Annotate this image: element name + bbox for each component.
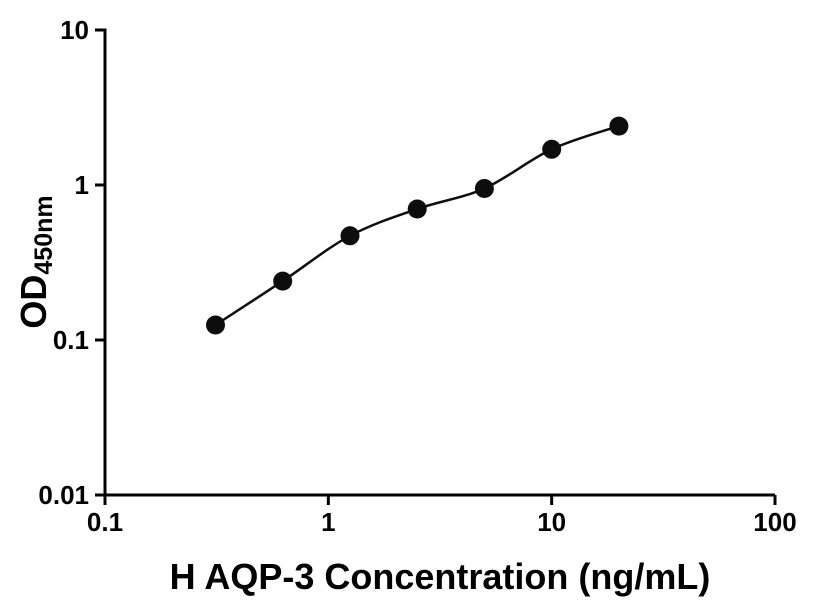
x-tick-label: 0.1	[87, 507, 123, 537]
x-tick-label: 10	[537, 507, 566, 537]
data-point	[542, 139, 562, 159]
y-tick-label: 0.1	[53, 325, 89, 355]
axis-spines	[103, 28, 775, 497]
y-axis-title-text: OD	[13, 274, 54, 329]
y-tick-label: 10	[60, 15, 89, 45]
y-axis-title-subscript: 450nm	[30, 195, 58, 275]
y-tick-label: 0.01	[38, 480, 89, 510]
data-point	[206, 315, 225, 335]
y-tick-label: 1	[75, 170, 89, 200]
data-point	[474, 179, 494, 198]
x-axis-title-text: H AQP-3 Concentration (ng/mL)	[169, 556, 711, 597]
x-tick-label: 1	[321, 507, 335, 537]
data-point	[609, 116, 629, 136]
x-axis-title: H AQP-3 Concentration (ng/mL)	[105, 556, 775, 598]
data-point	[407, 199, 427, 219]
x-tick-label: 100	[753, 507, 796, 537]
y-axis-title: OD450nm	[13, 195, 59, 328]
data-point	[273, 271, 293, 291]
data-point	[340, 226, 360, 246]
